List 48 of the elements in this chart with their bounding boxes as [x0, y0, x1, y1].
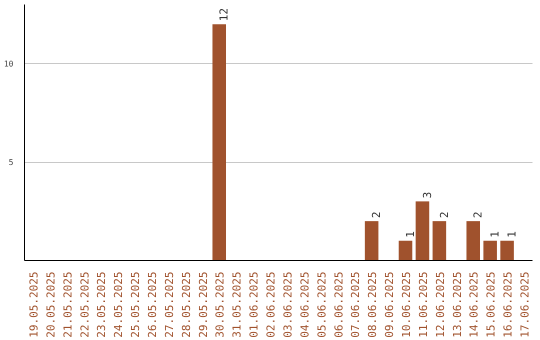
- x-tick-label: 08.06.2025: [366, 271, 380, 338]
- x-tick-label: 16.06.2025: [502, 271, 515, 338]
- data-label: 2: [472, 211, 485, 218]
- x-tick-label: 20.05.2025: [44, 271, 58, 338]
- y-tick-label: 10: [4, 60, 14, 69]
- bar: [432, 221, 446, 260]
- x-tick-label: 30.05.2025: [214, 271, 227, 338]
- x-tick-label: 14.06.2025: [468, 271, 481, 338]
- x-tick-label: 03.06.2025: [281, 271, 294, 338]
- data-label: 3: [420, 192, 434, 198]
- x-tick-label: 02.06.2025: [264, 271, 278, 338]
- data-label: 1: [506, 231, 519, 238]
- bar: [398, 240, 412, 260]
- data-label: 2: [438, 211, 451, 218]
- x-tick-label: 07.06.2025: [349, 271, 362, 338]
- data-label: 12: [218, 8, 231, 22]
- x-tick-label: 28.05.2025: [180, 271, 193, 338]
- x-tick-label: 31.05.2025: [230, 271, 244, 338]
- x-tick-label: 27.05.2025: [162, 271, 176, 338]
- bar: [364, 221, 378, 260]
- y-tick-label: 5: [8, 158, 14, 168]
- x-tick-label: 22.05.2025: [78, 271, 92, 338]
- x-tick-label: 01.06.2025: [248, 271, 261, 338]
- x-tick-label: 24.05.2025: [112, 271, 126, 338]
- x-tick-label: 26.05.2025: [146, 271, 159, 338]
- x-tick-label: 04.06.2025: [298, 271, 312, 338]
- x-tick-label: 17.06.2025: [518, 271, 532, 338]
- x-tick-label: 09.06.2025: [383, 271, 396, 338]
- x-tick-label: 05.06.2025: [315, 271, 328, 338]
- data-label: 1: [404, 231, 417, 238]
- bar: [466, 221, 480, 260]
- bar: [500, 240, 514, 260]
- x-tick-label: 10.06.2025: [400, 271, 413, 338]
- x-tick-label: 15.06.2025: [484, 271, 498, 338]
- x-tick-label: 06.06.2025: [332, 271, 346, 338]
- x-tick-label: 21.05.2025: [61, 271, 74, 338]
- x-tick-label: 29.05.2025: [196, 271, 210, 338]
- data-label: 2: [370, 211, 384, 218]
- bar: [416, 201, 430, 260]
- data-label: 1: [488, 231, 502, 238]
- x-tick-label: 12.06.2025: [434, 271, 447, 338]
- x-tick-label: 13.06.2025: [450, 271, 464, 338]
- x-tick-label: 25.05.2025: [129, 271, 142, 338]
- x-tick-label: 23.05.2025: [95, 271, 108, 338]
- bar: [212, 24, 226, 260]
- x-tick-label: 11.06.2025: [416, 271, 430, 338]
- bar: [483, 240, 497, 260]
- x-tick-label: 19.05.2025: [27, 271, 40, 338]
